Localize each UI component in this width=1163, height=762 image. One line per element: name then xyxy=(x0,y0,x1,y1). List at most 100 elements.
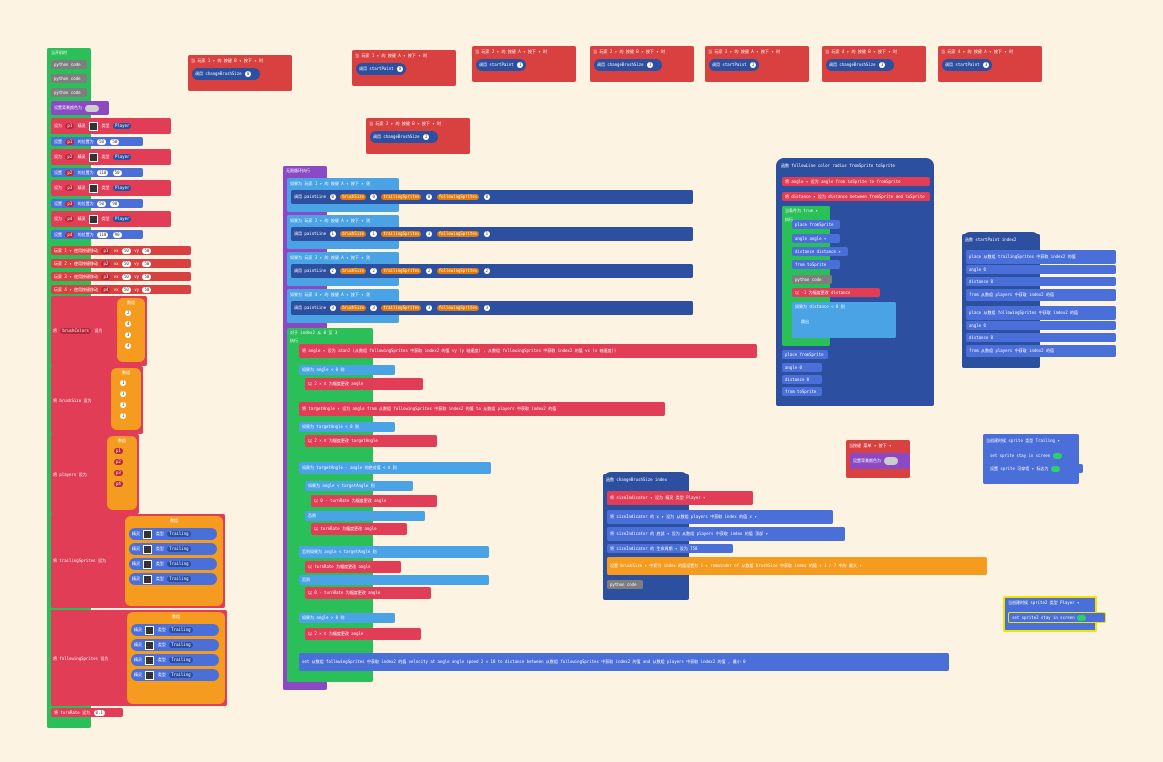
if-button-3[interactable]: 如果为 玩家 3 ▾ 的 按键 A ▾ 按下 ▾ 则 调用 paintLine … xyxy=(287,252,693,286)
button-event-5[interactable]: 当 玩家 3 ▾ 的 按键 A ▾ 按下 ▾ 时 调用 startPaint 2 xyxy=(705,46,809,82)
array-item-value[interactable]: 4 xyxy=(125,343,132,349)
if-distance-block[interactable]: 如果为 distance < 0 则 跳出 xyxy=(792,302,896,338)
changebrush-header[interactable]: 函数 changeBrushSize index xyxy=(603,474,689,486)
x-value[interactable]: 50 xyxy=(97,201,106,207)
controller-var[interactable]: p2 xyxy=(101,261,111,267)
call-function-block[interactable]: 调用 changeBrushSize 1 xyxy=(594,59,662,71)
button-event-hat[interactable]: 当 玩家 2 ▾ 的 按键 A ▾ 按下 ▾ 时 xyxy=(472,47,576,56)
menu-set-background[interactable]: 设置背景颜色为 xyxy=(850,453,910,469)
python-code-block-3[interactable]: python code xyxy=(51,88,87,97)
from-arg-1[interactable]: from toSprite xyxy=(792,260,840,269)
player-var[interactable]: p2 xyxy=(65,154,75,160)
trailing-index[interactable]: 1 xyxy=(425,231,433,237)
x-value[interactable]: 110 xyxy=(97,170,109,176)
loop-line-4[interactable]: 将 targetAngle ▾ 设为 angle from 从数组 follow… xyxy=(299,402,665,416)
if-button-1[interactable]: 如果为 玩家 1 ▾ 的 按键 A ▾ 按下 ▾ 则 调用 paintLine … xyxy=(287,178,693,212)
following-index[interactable]: 3 xyxy=(483,305,491,311)
function-arg[interactable]: 1 xyxy=(646,62,654,68)
followline-line-2[interactable]: 将 distance ▾ 设为 distance between fromSpr… xyxy=(782,192,930,201)
paint-index[interactable]: 3 xyxy=(329,305,336,311)
function-arg[interactable]: 0 xyxy=(244,71,252,77)
trailing-stay-in-screen[interactable]: set sprite stay in screen xyxy=(987,451,1077,460)
player-var[interactable]: p1 xyxy=(65,123,75,129)
trailing-arg[interactable]: trailingSprites xyxy=(381,194,422,200)
loop-line-9[interactable]: 以 0 - turnRate 为幅度更改 angle xyxy=(311,495,437,507)
array-item[interactable]: 1 xyxy=(119,388,141,399)
startpaint-header[interactable]: 函数 startPaint index2 xyxy=(962,234,1040,246)
array-item-value[interactable]: 1 xyxy=(120,402,127,408)
trailing-array-literal[interactable]: 数组 精灵 类型 Trailing 精灵 类型 Trailing 精灵 类型 Tra… xyxy=(125,516,223,606)
sp-distance-1[interactable]: distance 0 xyxy=(966,277,1116,286)
background-image-slot[interactable] xyxy=(85,104,100,112)
sp-from-1[interactable]: from 从数组 players 中获取 index2 的值 xyxy=(966,289,1116,301)
button-event-hat[interactable]: 当 玩家 3 ▾ 的 按键 A ▾ 按下 ▾ 时 xyxy=(705,47,809,56)
button-event-1[interactable]: 当 玩家 1 ▾ 的 按键 B ▾ 按下 ▾ 时 调用 changeBrushS… xyxy=(188,55,292,91)
array-item-value[interactable]: 1 xyxy=(120,380,127,386)
cb-line-3[interactable]: 将 sizeIndicator 的 底部 ▾ 设为 从数组 players 中获… xyxy=(607,527,845,541)
button-event-hat[interactable]: 当 玩家 1 ▾ 的 按键 B ▾ 按下 ▾ 时 xyxy=(188,56,292,65)
y-value[interactable]: 90 xyxy=(112,232,122,238)
kind-dropdown[interactable]: Player xyxy=(112,123,132,129)
set-player-4[interactable]: 设为 p4 精灵 类型 Player xyxy=(51,211,171,227)
call-function-block[interactable]: 调用 changeBrushSize 3 xyxy=(826,59,894,71)
sp-place-1[interactable]: place 从数组 trailingSprites 中获取 index2 的值 xyxy=(966,250,1116,264)
sprite-image-icon[interactable] xyxy=(143,574,153,584)
call-function-block[interactable]: 调用 startPaint 2 xyxy=(709,59,759,71)
turnrate-block[interactable]: 将 turnRate 设为 0.1 xyxy=(51,708,123,717)
place-block-2[interactable]: place fromSprite xyxy=(782,350,828,359)
on-start-hat[interactable]: 当开机时 xyxy=(48,48,90,57)
if-condition[interactable]: 如果为 玩家 3 ▾ 的 按键 A ▾ 按下 ▾ 则 xyxy=(287,253,399,262)
while-header[interactable]: 当条件为 true ▾ xyxy=(782,206,830,215)
array-item[interactable]: 3 xyxy=(124,329,145,340)
array-item[interactable]: 1 xyxy=(119,377,141,388)
kind-dropdown[interactable]: Trailing xyxy=(169,642,193,648)
array-item-value[interactable]: 1 xyxy=(120,391,127,397)
trailing-index[interactable]: 0 xyxy=(425,194,433,200)
set-position-player-2[interactable]: 设置 p2 的位置为 110 50 xyxy=(51,168,143,177)
following-index[interactable]: 1 xyxy=(483,231,491,237)
loop-line-8[interactable]: 如果为 angle < targetAngle 则 xyxy=(305,481,413,491)
kind-dropdown[interactable]: Trailing xyxy=(167,546,191,552)
loop-line-17[interactable]: 以 2 × π 为幅度更改 angle xyxy=(305,628,421,640)
trailing-var[interactable]: trailingSprites xyxy=(59,558,96,563)
array-item[interactable]: 1 xyxy=(119,410,141,421)
call-function-block[interactable]: 调用 startPaint 0 xyxy=(356,63,406,75)
player-stay-in-screen[interactable]: set sprite2 stay in screen xyxy=(1008,612,1106,623)
cb-line-2[interactable]: 将 sizeIndicator 的 x ▾ 设为 从数组 players 中获取… xyxy=(607,510,833,524)
button-event-2[interactable]: 当 玩家 1 ▾ 的 按键 A ▾ 按下 ▾ 时 调用 startPaint 0 xyxy=(352,50,456,86)
cb-line-5[interactable]: 设置 brushSize ▾ 中索引 index 的值设置为 1 + remai… xyxy=(607,557,987,575)
sprite-image-icon[interactable] xyxy=(145,625,155,635)
toggle-switch-icon[interactable] xyxy=(1077,615,1087,621)
trailing-index[interactable]: 3 xyxy=(425,305,433,311)
sp-place-2[interactable]: place 从数组 followingSprites 中获取 index2 的值 xyxy=(966,306,1116,320)
break-label[interactable]: 跳出 xyxy=(801,319,809,324)
vy-value[interactable]: 50 xyxy=(142,248,152,254)
cb-python-code[interactable]: python code xyxy=(607,580,643,589)
kind-dropdown[interactable]: Trailing xyxy=(167,561,191,567)
loop-line-3[interactable]: 以 2 × π 为幅度更改 angle xyxy=(305,378,423,390)
array-item-value[interactable]: 1 xyxy=(120,413,127,419)
button-event-7[interactable]: 当 玩家 4 ▾ 的 按键 A ▾ 按下 ▾ 时 调用 startPaint 3 xyxy=(938,46,1042,82)
brushsize-arg[interactable]: brushSize xyxy=(340,268,367,274)
loop-line-15[interactable]: 以 0 - turnRate 为幅度更改 angle xyxy=(305,587,431,599)
from-arg-2[interactable]: from toSprite xyxy=(782,387,822,396)
array-item[interactable]: p4 xyxy=(113,478,137,489)
brushsize-arg[interactable]: brushSize xyxy=(340,194,367,200)
following-array-literal[interactable]: 数组 精灵 类型 Trailing 精灵 类型 Trailing 精灵 类型 Tra… xyxy=(127,612,225,704)
kind-dropdown[interactable]: Trailing xyxy=(169,627,193,633)
array-item-value[interactable]: 4 xyxy=(125,321,132,327)
y-value[interactable]: 90 xyxy=(110,201,120,207)
brushsize-index[interactable]: 2 xyxy=(370,268,377,274)
controller-var[interactable]: p1 xyxy=(101,248,111,254)
place-block-1[interactable]: place fromSprite xyxy=(792,220,840,229)
sprite-item[interactable]: 精灵 类型 Trailing xyxy=(131,639,219,651)
sprite-item[interactable]: 精灵 类型 Trailing xyxy=(131,624,219,636)
if-condition[interactable]: 如果为 玩家 4 ▾ 的 按键 A ▾ 按下 ▾ 则 xyxy=(287,290,399,299)
paintline-call[interactable]: 调用 paintLine 1 brushSize 1 trailingSprit… xyxy=(291,227,693,241)
button-event-4[interactable]: 当 玩家 2 ▾ 的 按键 B ▾ 按下 ▾ 时 调用 changeBrushS… xyxy=(590,46,694,82)
sp-angle-2[interactable]: angle 0 xyxy=(966,321,1116,330)
array-item-value[interactable]: 3 xyxy=(125,332,132,338)
player-var[interactable]: p2 xyxy=(65,170,75,176)
distance-arg-1[interactable]: distance distance ▾ xyxy=(792,247,848,256)
y-value[interactable]: 50 xyxy=(110,139,120,145)
